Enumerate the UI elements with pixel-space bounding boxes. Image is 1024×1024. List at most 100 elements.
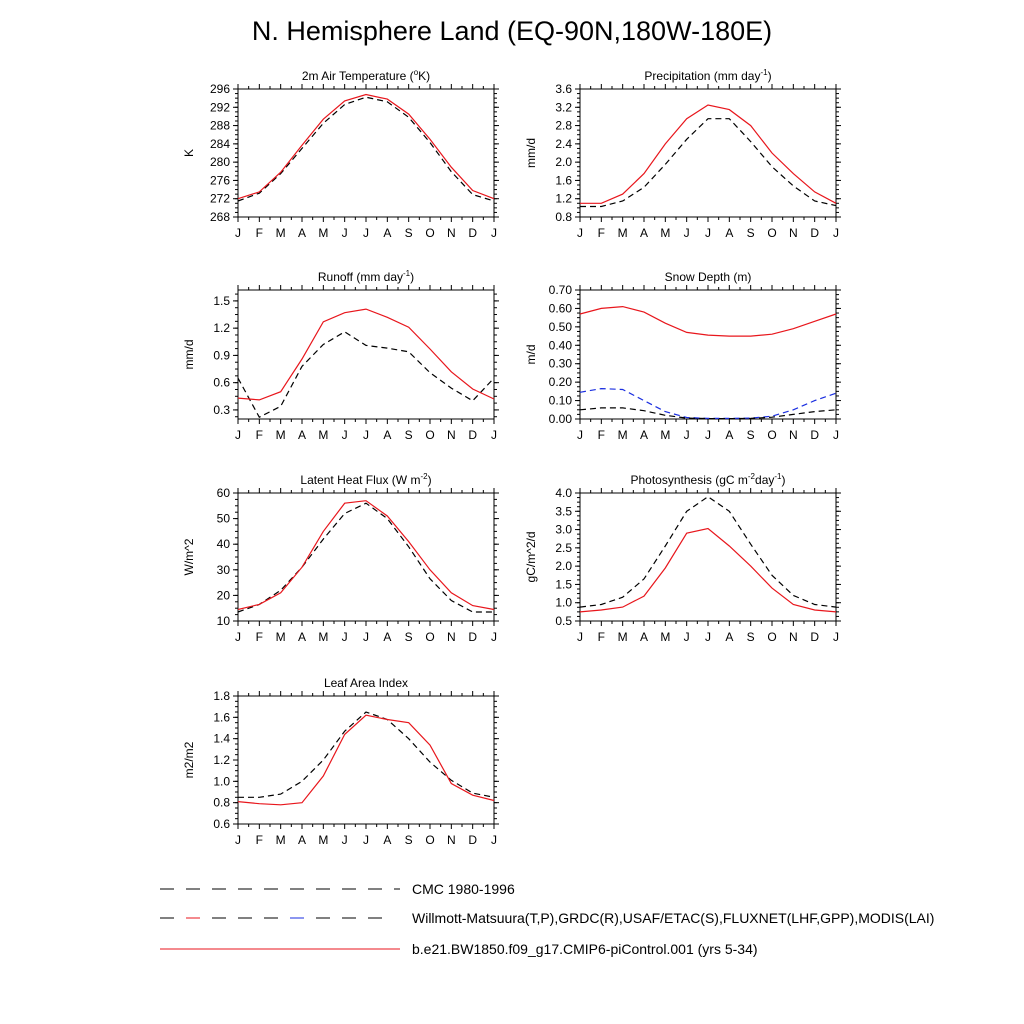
chart-title-superscript: -1	[774, 472, 782, 481]
x-tick-label: A	[383, 630, 391, 644]
chart-title-superscript: -1	[403, 269, 411, 278]
x-tick-label: M	[660, 226, 670, 240]
chart-title-text: )	[768, 69, 772, 83]
chart-title: Precipitation (mm day-1)	[644, 68, 771, 83]
y-tick-label: 0.30	[549, 357, 573, 371]
x-tick-label: J	[363, 833, 369, 847]
x-tick-label: N	[447, 833, 456, 847]
x-tick-label: J	[235, 226, 241, 240]
x-tick-label: O	[767, 630, 776, 644]
x-tick-label: S	[405, 428, 413, 442]
y-axis-label: m/d	[524, 344, 538, 364]
x-tick-label: A	[640, 428, 648, 442]
x-tick-label: D	[468, 226, 477, 240]
x-tick-label: J	[491, 833, 497, 847]
series-line-model	[579, 305, 837, 337]
chart-title: 2m Air Temperature (oK)	[302, 68, 430, 83]
y-tick-label: 2.5	[555, 541, 572, 555]
x-tick-label: O	[767, 428, 776, 442]
x-tick-label: N	[789, 226, 798, 240]
series-line-model	[237, 500, 495, 611]
x-tick-label: M	[276, 833, 286, 847]
y-tick-label: 3.2	[555, 100, 572, 114]
x-tick-label: A	[383, 833, 391, 847]
y-axis-label: m2/m2	[182, 741, 196, 778]
x-tick-label: A	[298, 630, 306, 644]
y-tick-label: 280	[210, 155, 230, 169]
plot-frame	[579, 492, 837, 622]
y-tick-label: 0.3	[213, 403, 230, 417]
chart-title-text: Snow Depth (m)	[665, 270, 752, 284]
y-tick-label: 0.60	[549, 301, 573, 315]
y-tick-label: 284	[210, 137, 230, 151]
series-line-obs	[579, 407, 837, 420]
y-tick-label: 276	[210, 173, 230, 187]
y-tick-label: 2.4	[555, 137, 572, 151]
y-tick-label: 0.9	[213, 348, 230, 362]
y-tick-label: 272	[210, 192, 230, 206]
x-tick-label: M	[618, 630, 628, 644]
x-tick-label: O	[425, 833, 434, 847]
x-tick-label: M	[318, 226, 328, 240]
y-tick-label: 0.8	[555, 210, 572, 224]
series-line-model	[580, 104, 837, 204]
chart-panel-1: 2m Air Temperature (oK)KJ F M A M J J A S O N D J268…	[182, 68, 499, 240]
x-tick-label: A	[298, 833, 306, 847]
x-tick-label: S	[405, 226, 413, 240]
y-tick-label: 3.5	[555, 504, 572, 518]
y-axis-label: gC/m^2/d	[524, 532, 538, 583]
y-tick-label: 0.6	[213, 376, 230, 390]
chart-title: Photosynthesis (gC m-2day-1)	[631, 472, 786, 487]
y-tick-label: 30	[217, 563, 231, 577]
x-tick-label: J	[577, 630, 583, 644]
plot-frame	[579, 289, 837, 420]
chart-title-text: )	[782, 473, 786, 487]
chart-title: Snow Depth (m)	[665, 270, 752, 284]
x-tick-label: J	[235, 630, 241, 644]
x-tick-label: F	[598, 630, 605, 644]
x-tick-label: M	[618, 226, 628, 240]
x-tick-label: F	[598, 428, 605, 442]
x-tick-label: S	[405, 630, 413, 644]
y-tick-label: 40	[217, 537, 231, 551]
x-tick-label: D	[810, 630, 819, 644]
y-tick-label: 1.0	[555, 596, 572, 610]
y-tick-label: 0.10	[549, 394, 573, 408]
x-tick-label: J	[342, 226, 348, 240]
x-tick-label: M	[660, 630, 670, 644]
x-tick-label: A	[640, 226, 648, 240]
plot-frame	[579, 88, 837, 218]
y-tick-label: 2.0	[555, 559, 572, 573]
y-tick-label: 0.20	[549, 375, 573, 389]
chart-title-text: Leaf Area Index	[324, 676, 408, 690]
x-tick-label: N	[447, 226, 456, 240]
x-tick-label: J	[342, 428, 348, 442]
y-tick-label: 2.8	[555, 119, 572, 133]
legend-label-cmc: CMC 1980-1996	[412, 881, 515, 897]
x-tick-label: O	[425, 428, 434, 442]
y-tick-label: 0.00	[549, 412, 573, 426]
series-line-model	[237, 308, 495, 401]
x-tick-label: J	[363, 226, 369, 240]
y-axis-label: W/m^2	[182, 538, 196, 575]
x-tick-label: A	[725, 630, 733, 644]
x-tick-label: S	[747, 630, 755, 644]
chart-title: Latent Heat Flux (W m-2)	[300, 472, 431, 487]
plot-frame	[237, 492, 495, 622]
x-tick-label: J	[491, 428, 497, 442]
y-tick-label: 296	[210, 82, 230, 96]
plot-frame	[237, 88, 495, 218]
y-axis-label: mm/d	[182, 340, 196, 370]
chart-title-superscript: -2	[748, 472, 756, 481]
x-tick-label: J	[833, 428, 839, 442]
chart-title: Leaf Area Index	[324, 676, 408, 690]
series-line-model	[237, 93, 495, 200]
x-tick-label: O	[425, 630, 434, 644]
x-tick-label: F	[256, 226, 263, 240]
x-tick-label: M	[276, 428, 286, 442]
legend-label-model: b.e21.BW1850.f09_g17.CMIP6-piControl.001…	[412, 941, 758, 957]
y-tick-label: 0.5	[555, 614, 572, 628]
x-tick-label: J	[833, 630, 839, 644]
y-tick-label: 292	[210, 100, 230, 114]
